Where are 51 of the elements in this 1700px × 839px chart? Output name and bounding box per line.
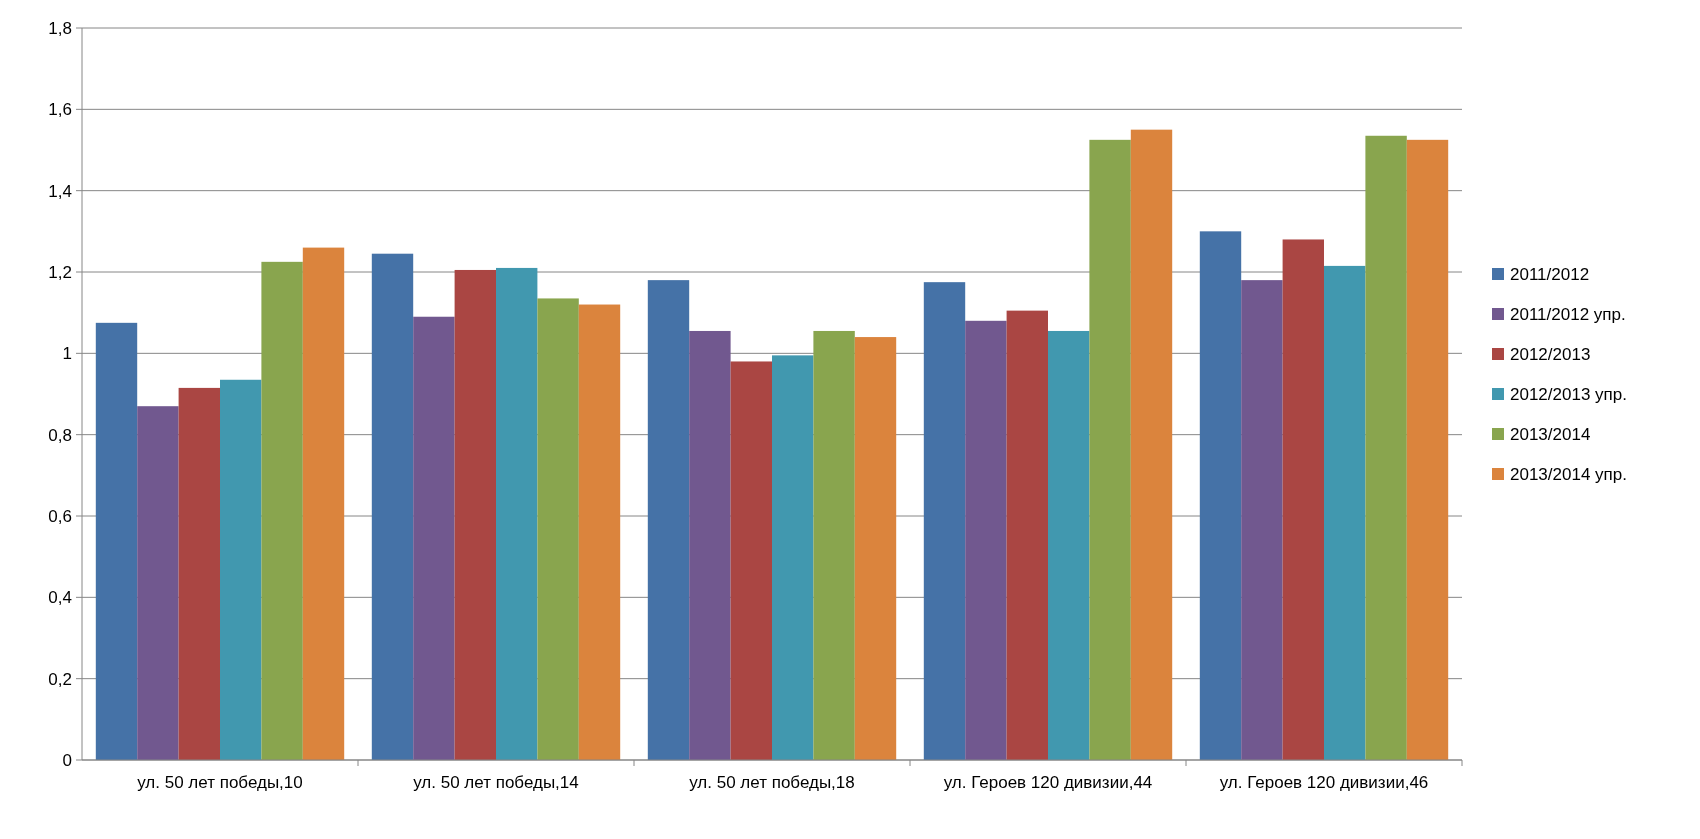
y-tick-label: 1 [62, 344, 72, 364]
bar [854, 337, 897, 760]
bar [730, 361, 772, 760]
legend-label: 2013/2014 упр. [1510, 464, 1627, 484]
bar [178, 387, 220, 760]
bar [1406, 139, 1449, 760]
bar [1324, 265, 1366, 760]
bar [813, 330, 855, 760]
legend-label: 2012/2013 [1510, 344, 1591, 364]
y-tick-label: 1,2 [48, 262, 72, 282]
bar [1199, 231, 1242, 760]
y-tick-label: 1,4 [48, 181, 72, 201]
bar [1089, 139, 1131, 760]
bar [220, 379, 262, 760]
bar [413, 316, 455, 760]
bar [1048, 330, 1090, 760]
bar [965, 320, 1007, 760]
legend-label: 2011/2012 [1510, 264, 1590, 284]
bar [137, 406, 179, 760]
bar [1130, 129, 1173, 760]
y-tick-label: 0,4 [48, 588, 72, 608]
y-tick-label: 0,6 [48, 506, 72, 526]
legend-label: 2013/2014 [1510, 424, 1591, 444]
x-tick-label: ул. Героев 120 дивизии,44 [943, 773, 1153, 792]
bar [454, 269, 496, 760]
legend-label: 2011/2012 упр. [1510, 304, 1626, 324]
y-tick-label: 1,8 [48, 18, 72, 38]
y-tick-label: 0,2 [48, 669, 72, 689]
bar [537, 298, 579, 760]
bar [261, 261, 303, 760]
bar [1365, 135, 1407, 760]
bar [647, 280, 690, 760]
y-tick-label: 0 [62, 750, 72, 770]
bar [496, 267, 538, 760]
bar [302, 247, 345, 760]
bar [772, 355, 814, 760]
bar [578, 304, 621, 760]
bar [923, 282, 966, 760]
legend-label: 2012/2013 упр. [1510, 384, 1627, 404]
bar [1241, 280, 1283, 760]
x-tick-label: ул. 50 лет победы,18 [689, 773, 855, 792]
bar [371, 253, 414, 760]
y-tick-label: 0,8 [48, 425, 72, 445]
x-tick-label: ул. Героев 120 дивизии,46 [1219, 773, 1429, 792]
bar [1006, 310, 1048, 760]
bar [95, 322, 138, 760]
bar [689, 330, 731, 760]
y-tick-label: 1,6 [48, 100, 72, 120]
x-tick-label: ул. 50 лет победы,10 [137, 773, 303, 792]
bar [1282, 239, 1324, 760]
x-tick-label: ул. 50 лет победы,14 [413, 773, 579, 792]
